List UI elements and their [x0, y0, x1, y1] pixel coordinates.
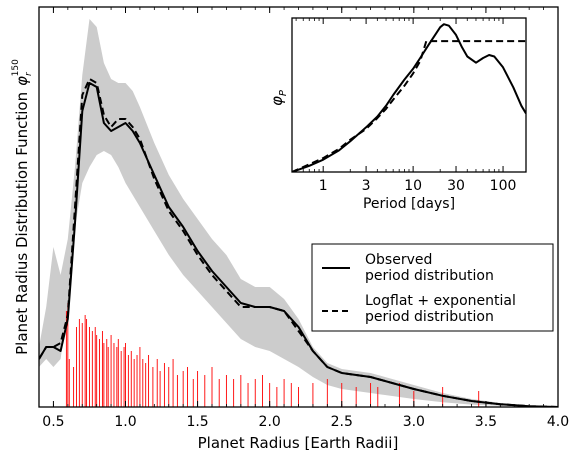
x-tick-label: 2.0: [259, 414, 281, 430]
inset-x-ticks: 1 3 10 30 100: [295, 18, 517, 194]
series-logflat-line: [39, 78, 558, 407]
x-tick-label: 4.0: [547, 414, 569, 430]
x-tick-label: 1.0: [114, 414, 136, 430]
x-tick-label: 3.0: [403, 414, 425, 430]
inset-x-tick-label: 3: [362, 178, 371, 194]
x-tick-label: 2.5: [331, 414, 353, 430]
main-x-ticks: 0.5 1.0 1.5 2.0 2.5 3.0 3.5 4.0: [38, 7, 569, 430]
x-tick-label: 0.5: [42, 414, 64, 430]
legend-observed-line1: Observed: [365, 252, 432, 268]
inset-logflat-line: [292, 40, 526, 172]
uncertainty-band: [39, 19, 558, 407]
main-series-lines: [39, 78, 558, 407]
legend-observed-line2: period distribution: [365, 268, 494, 284]
inset-x-tick-label: 10: [404, 178, 422, 194]
inset-x-tick-label: 1: [319, 178, 328, 194]
legend-box: [311, 243, 554, 332]
main-y-axis-label: Planet Radius Distribution Functionφr150: [11, 59, 34, 355]
inset-x-tick-label: 100: [490, 178, 517, 194]
main-x-axis-label: Planet Radius [Earth Radii]: [198, 434, 399, 452]
inset-observed-line: [292, 23, 526, 172]
legend-logflat-line1: Logflat + exponential: [365, 293, 516, 309]
legend: Observed period distribution Logflat + e…: [311, 243, 554, 332]
inset-series-lines: [292, 23, 526, 172]
x-tick-label: 3.5: [475, 414, 497, 430]
inset-x-tick-label: 30: [447, 178, 465, 194]
inset-y-axis-label: φP: [268, 89, 289, 106]
planet-radius-lines: [65, 303, 480, 407]
x-tick-label: 1.5: [186, 414, 208, 430]
legend-logflat-line2: period distribution: [365, 309, 494, 325]
inset-background: [292, 18, 526, 172]
inset-x-axis-label: Period [days]: [363, 196, 455, 212]
